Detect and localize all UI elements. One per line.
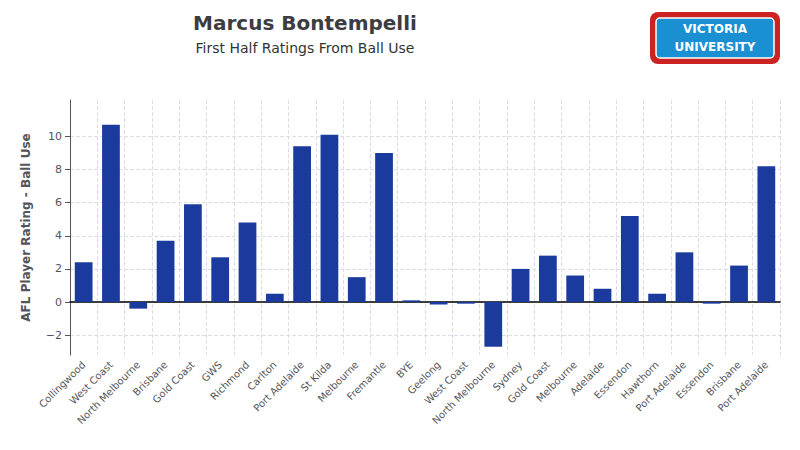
svg-text:VICTORIA: VICTORIA — [683, 22, 748, 36]
svg-text:Gold Coast: Gold Coast — [505, 359, 552, 406]
svg-text:West Coast: West Coast — [422, 359, 470, 407]
svg-text:Essendon: Essendon — [592, 359, 634, 401]
svg-text:First Half Ratings From Ball U: First Half Ratings From Ball Use — [196, 40, 415, 56]
svg-text:Marcus Bontempelli: Marcus Bontempelli — [193, 11, 417, 35]
svg-text:Essendon: Essendon — [673, 359, 716, 401]
svg-text:4: 4 — [55, 229, 62, 242]
svg-text:BYE: BYE — [394, 359, 415, 380]
svg-text:Port Adelaide: Port Adelaide — [633, 359, 689, 414]
svg-text:North Melbourne: North Melbourne — [430, 359, 497, 426]
svg-text:Hawthorn: Hawthorn — [619, 359, 661, 402]
svg-text:Carlton: Carlton — [245, 359, 279, 393]
svg-text:8: 8 — [55, 163, 62, 176]
svg-text:0: 0 — [55, 296, 62, 309]
svg-text:Adelaide: Adelaide — [568, 359, 607, 398]
svg-text:Collingwood: Collingwood — [37, 359, 88, 410]
svg-text:−2: −2 — [46, 329, 62, 342]
svg-text:UNIVERSITY: UNIVERSITY — [675, 40, 756, 54]
svg-text:Melbourne: Melbourne — [534, 359, 579, 404]
svg-text:Fremantle: Fremantle — [345, 359, 388, 402]
svg-text:10: 10 — [48, 130, 62, 143]
svg-text:Brisbane: Brisbane — [704, 359, 743, 398]
svg-text:Port Adelaide: Port Adelaide — [716, 359, 771, 414]
svg-text:Gold Coast: Gold Coast — [150, 359, 196, 405]
svg-text:6: 6 — [55, 196, 62, 209]
svg-text:Geelong: Geelong — [405, 359, 443, 397]
svg-text:Melbourne: Melbourne — [315, 359, 361, 405]
svg-text:West Coast: West Coast — [67, 359, 115, 407]
svg-text:GWS: GWS — [199, 359, 224, 384]
svg-text:2: 2 — [55, 262, 62, 275]
svg-text:Port Adelaide: Port Adelaide — [251, 359, 306, 414]
svg-text:Sydney: Sydney — [490, 359, 525, 393]
svg-text:North Melbourne: North Melbourne — [75, 359, 143, 427]
svg-text:AFL Player Rating - Ball Use: AFL Player Rating - Ball Use — [19, 133, 33, 321]
svg-text:Richmond: Richmond — [208, 359, 251, 402]
svg-text:St Kilda: St Kilda — [298, 359, 334, 394]
svg-text:Brisbane: Brisbane — [130, 359, 170, 398]
